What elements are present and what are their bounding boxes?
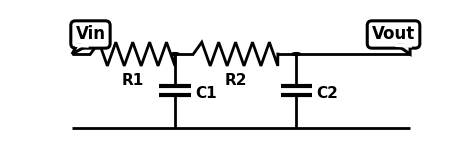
- Text: Vout: Vout: [372, 26, 415, 43]
- Text: R1: R1: [122, 73, 144, 88]
- Text: C2: C2: [317, 86, 338, 101]
- Polygon shape: [72, 45, 87, 54]
- Text: R2: R2: [224, 73, 247, 88]
- Circle shape: [171, 53, 179, 55]
- Circle shape: [292, 53, 301, 55]
- Text: C1: C1: [195, 86, 217, 101]
- Text: Vin: Vin: [75, 26, 106, 43]
- Polygon shape: [397, 45, 410, 54]
